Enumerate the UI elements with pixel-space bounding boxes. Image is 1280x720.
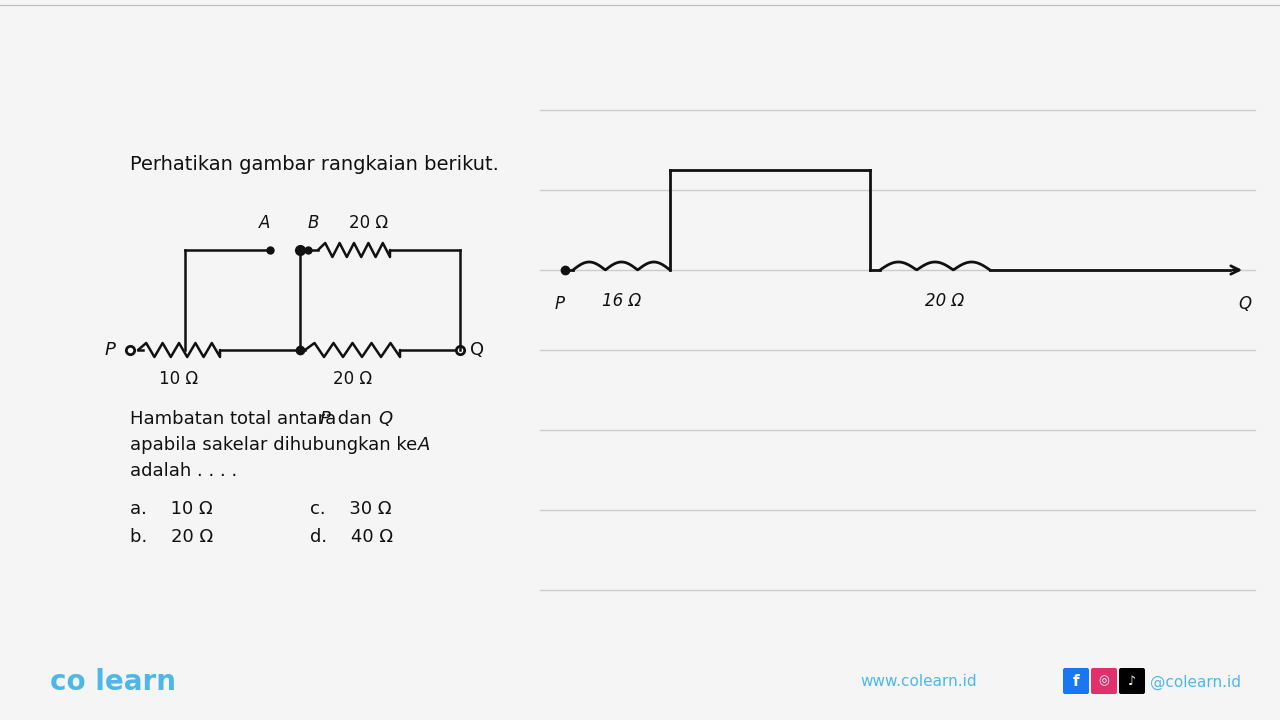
Text: Perhatikan gambar rangkaian berikut.: Perhatikan gambar rangkaian berikut.	[131, 156, 499, 174]
Text: Hambatan total antara: Hambatan total antara	[131, 410, 342, 428]
FancyBboxPatch shape	[1091, 668, 1117, 694]
Text: ♪: ♪	[1128, 675, 1137, 688]
Text: 10 Ω: 10 Ω	[160, 370, 198, 388]
Text: @colearn.id: @colearn.id	[1149, 675, 1242, 690]
Text: d.  40 Ω: d. 40 Ω	[310, 528, 393, 546]
Text: f: f	[1073, 673, 1079, 688]
Text: c.  30 Ω: c. 30 Ω	[310, 500, 392, 518]
Text: Q: Q	[1239, 295, 1252, 313]
Text: apabila sakelar dihubungkan ke: apabila sakelar dihubungkan ke	[131, 436, 422, 454]
Text: 20 Ω: 20 Ω	[925, 292, 965, 310]
Text: 20 Ω: 20 Ω	[333, 370, 372, 388]
Text: 16 Ω: 16 Ω	[602, 292, 641, 310]
Text: adalah . . . .: adalah . . . .	[131, 462, 237, 480]
Text: B: B	[307, 214, 319, 232]
Text: ◎: ◎	[1098, 675, 1110, 688]
FancyBboxPatch shape	[1062, 668, 1089, 694]
Text: P: P	[556, 295, 564, 313]
Text: P: P	[104, 341, 115, 359]
Text: Q: Q	[378, 410, 392, 428]
Text: www.colearn.id: www.colearn.id	[860, 675, 977, 690]
Text: P: P	[320, 410, 330, 428]
Text: 20 Ω: 20 Ω	[349, 214, 389, 232]
Text: Q: Q	[470, 341, 484, 359]
Text: a.  10 Ω: a. 10 Ω	[131, 500, 212, 518]
Text: b.  20 Ω: b. 20 Ω	[131, 528, 214, 546]
FancyBboxPatch shape	[1119, 668, 1146, 694]
Text: A: A	[419, 436, 430, 454]
Text: co learn: co learn	[50, 668, 177, 696]
Text: dan: dan	[332, 410, 378, 428]
Text: A: A	[260, 214, 270, 232]
